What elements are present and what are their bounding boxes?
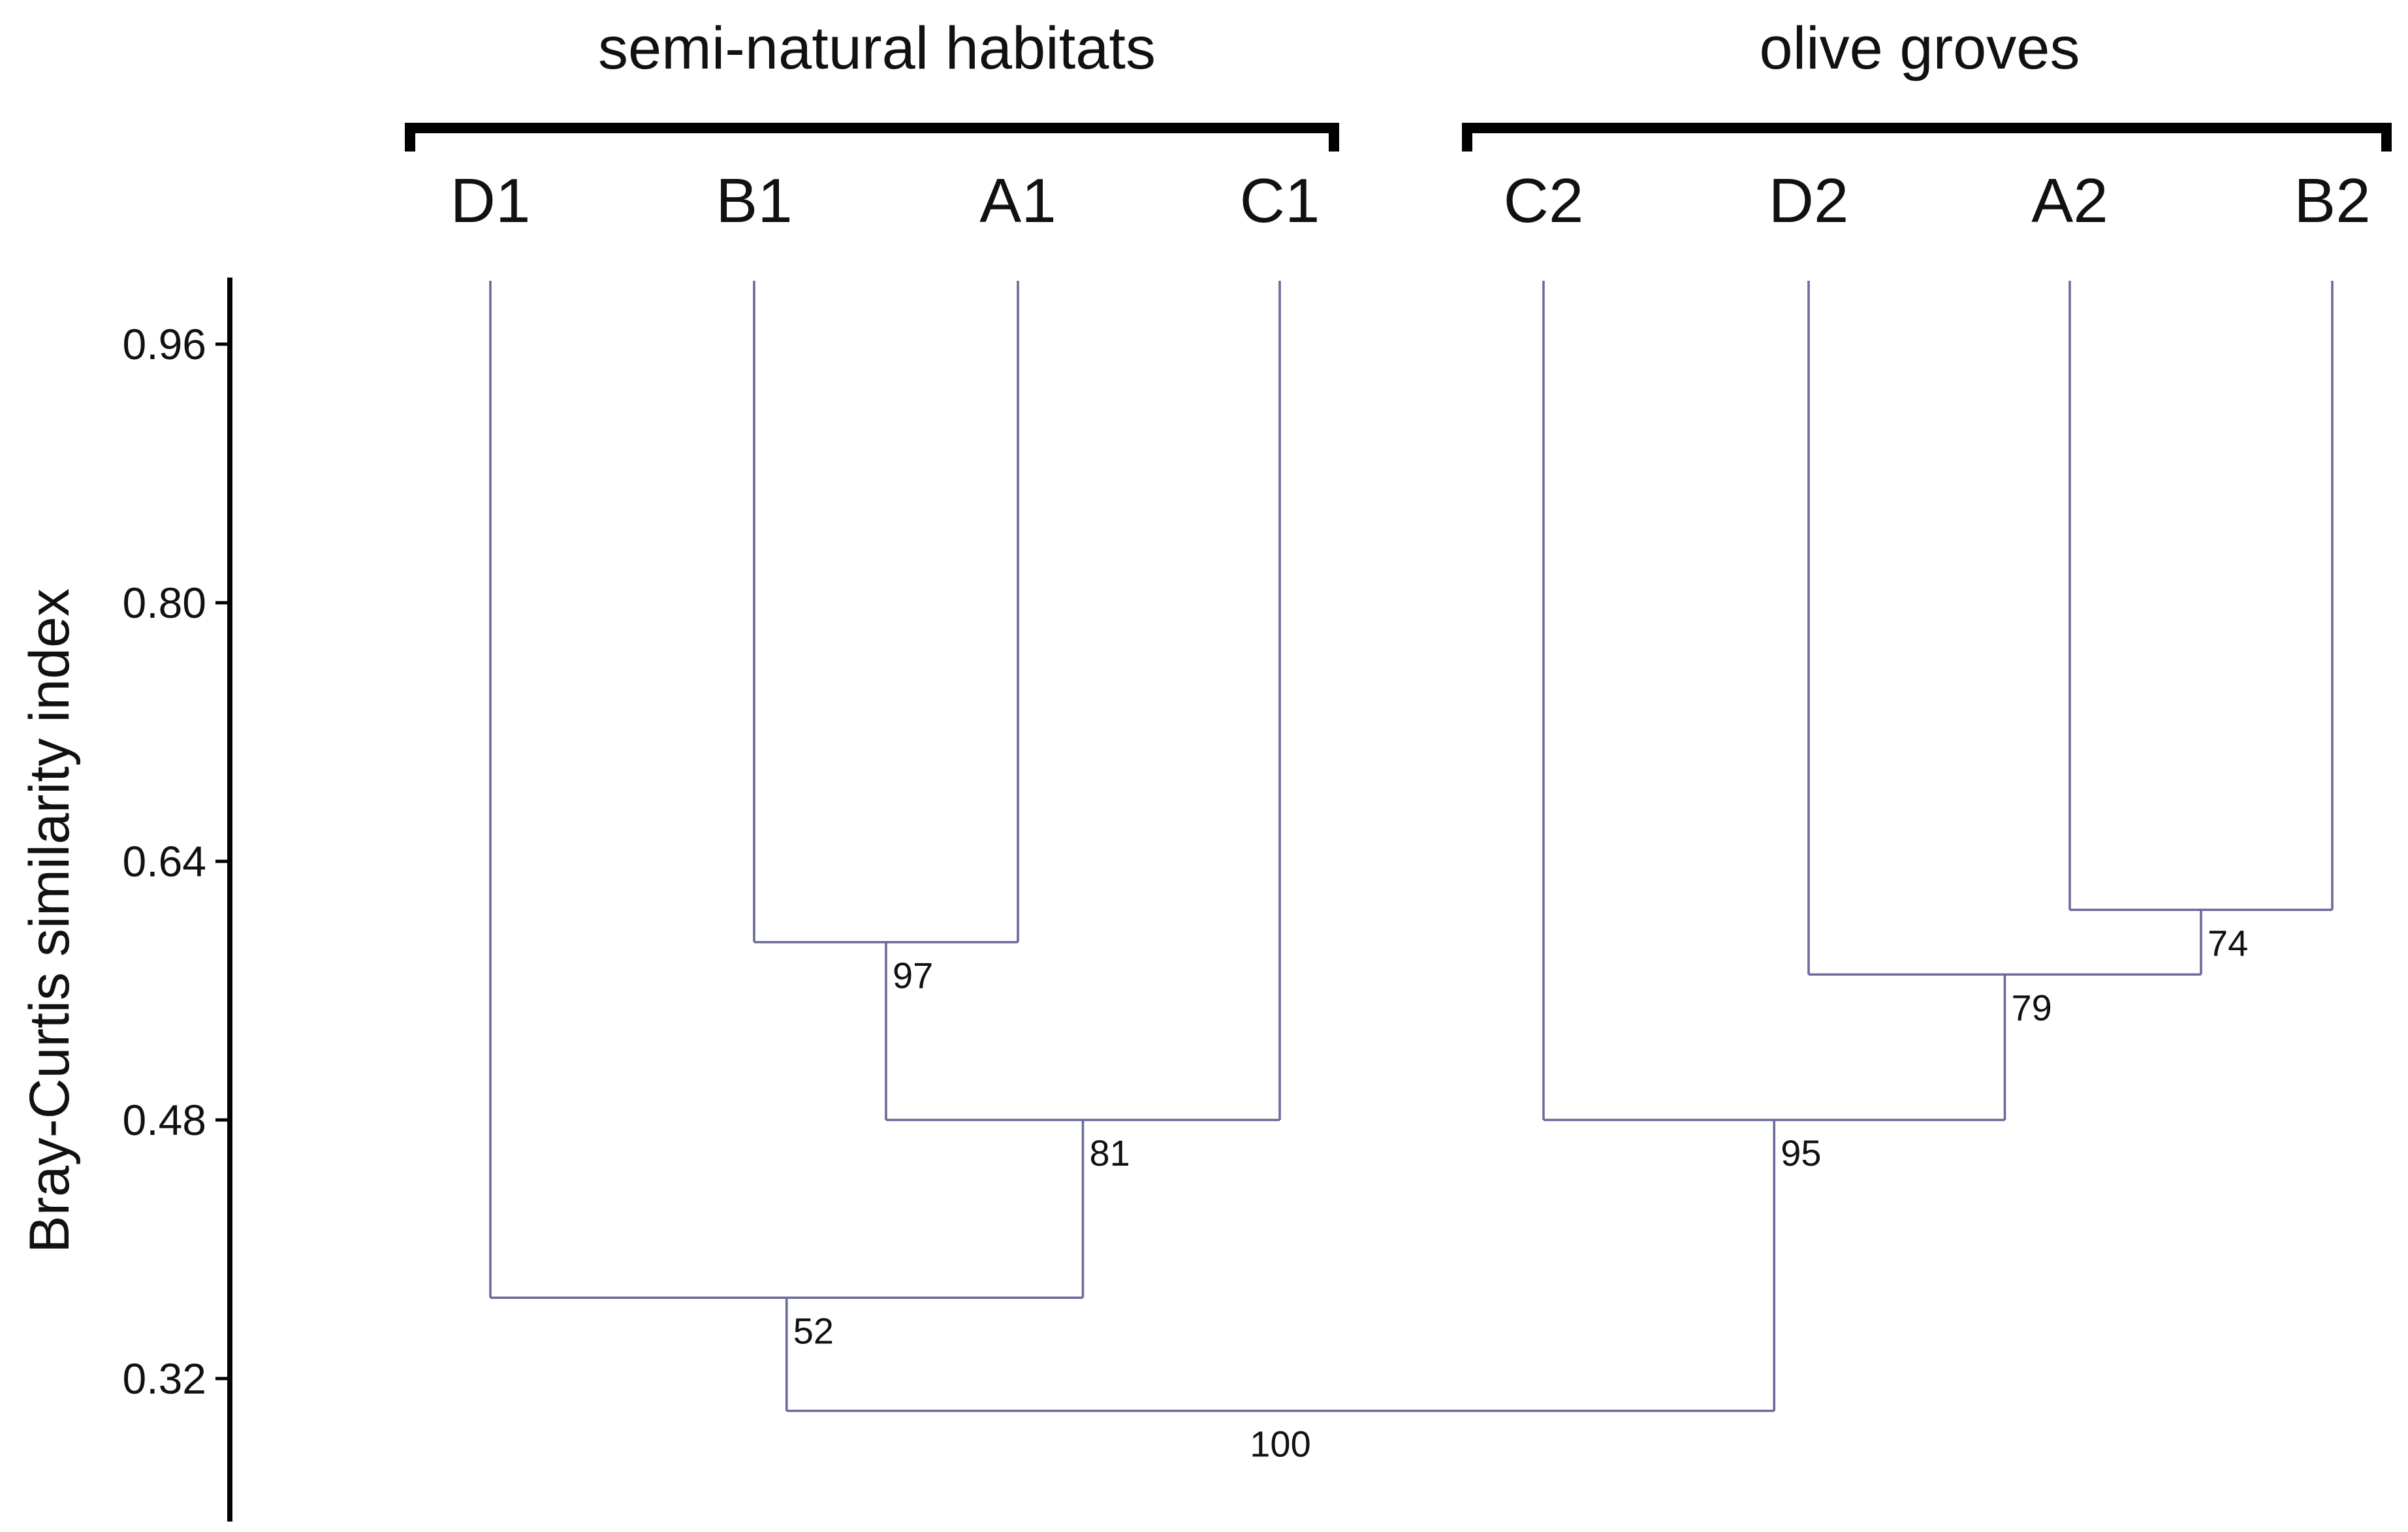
node-support-n3: 52 xyxy=(793,1310,834,1351)
y-tick-label-0.32: 0.32 xyxy=(123,1354,206,1403)
group-brackets: semi-natural habitats olive groves xyxy=(405,15,2392,152)
leaf-label-b1: B1 xyxy=(716,166,792,236)
y-tick-label-0.48: 0.48 xyxy=(123,1096,206,1144)
group-bracket-semi-natural-habitats xyxy=(405,123,1339,152)
y-axis-title: Bray-Curtis similarity index xyxy=(18,588,81,1253)
node-support-n4: 74 xyxy=(2208,922,2248,963)
node-support-n2: 81 xyxy=(1090,1132,1130,1173)
leaf-label-c2: C2 xyxy=(1504,166,1584,236)
group-title-semi-natural-habitats: semi-natural habitats xyxy=(598,15,1156,82)
group-title-olive-groves: olive groves xyxy=(1760,15,2080,82)
node-support-n7: 100 xyxy=(1250,1424,1310,1465)
node-support-n6: 95 xyxy=(1781,1132,1821,1173)
node-support-n1: 97 xyxy=(893,955,933,996)
leaf-label-a2: A2 xyxy=(2031,166,2108,236)
leaf-label-a1: A1 xyxy=(979,166,1056,236)
leaf-label-d2: D2 xyxy=(1769,166,1849,236)
node-support-n5: 79 xyxy=(2012,987,2052,1028)
y-tick-label-0.80: 0.80 xyxy=(123,579,206,627)
leaf-labels: D1 B1 A1 C1 C2 D2 A2 B2 xyxy=(451,166,2371,236)
dendrogram-branches xyxy=(489,281,2334,1412)
group-bracket-olive-groves xyxy=(1462,123,2392,152)
leaf-label-c1: C1 xyxy=(1240,166,1320,236)
y-tick-label-0.96: 0.96 xyxy=(123,320,206,368)
leaf-label-d1: D1 xyxy=(451,166,531,236)
node-support-labels: 97 81 52 74 79 95 100 xyxy=(793,922,2249,1464)
leaf-label-b2: B2 xyxy=(2294,166,2370,236)
y-axis: 0.96 0.80 0.64 0.48 0.32 Bray-Curtis similari… xyxy=(18,278,232,1522)
y-tick-label-0.64: 0.64 xyxy=(123,837,206,886)
